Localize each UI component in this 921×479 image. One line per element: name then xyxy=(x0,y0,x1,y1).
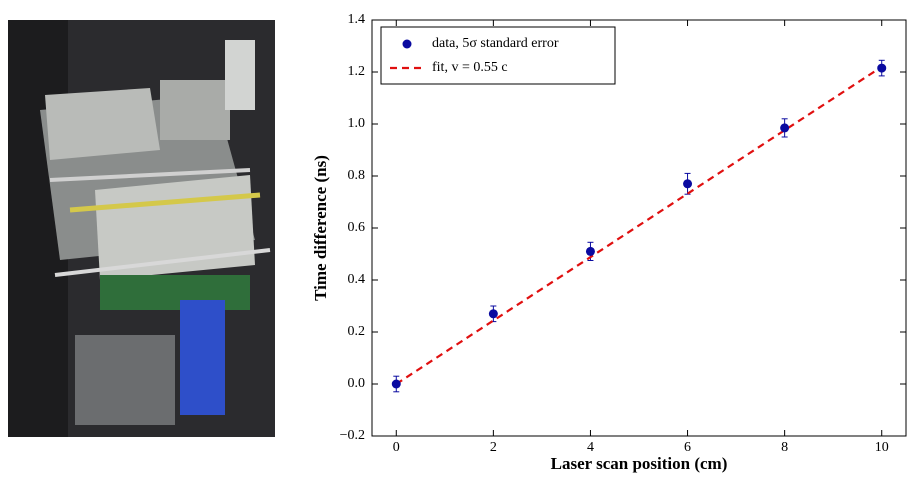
y-tick-label: 1.0 xyxy=(348,116,366,131)
x-tick-label: 4 xyxy=(587,440,594,455)
data-point xyxy=(585,246,595,256)
y-tick-label: 0.6 xyxy=(348,220,366,235)
y-tick-label: 0.0 xyxy=(348,376,366,391)
y-tick-label: 0.2 xyxy=(348,324,366,339)
y-axis-label: Time difference (ns) xyxy=(311,155,330,301)
y-tick-label: 0.4 xyxy=(348,272,366,287)
x-tick-label: 10 xyxy=(875,440,889,455)
legend-label: fit, v = 0.55 c xyxy=(432,60,508,75)
x-tick-label: 6 xyxy=(684,440,691,455)
y-tick-label: 1.4 xyxy=(348,12,366,27)
x-tick-label: 0 xyxy=(393,440,400,455)
legend-label: data, 5σ standard error xyxy=(432,36,559,51)
data-point xyxy=(780,123,790,133)
x-tick-label: 8 xyxy=(781,440,788,455)
legend-swatch xyxy=(402,39,412,49)
data-point xyxy=(683,179,693,189)
x-axis-label: Laser scan position (cm) xyxy=(551,454,728,473)
y-tick-label: 0.8 xyxy=(348,168,366,183)
y-tick-label: 1.2 xyxy=(348,64,366,79)
data-point xyxy=(488,309,498,319)
photo xyxy=(8,20,275,437)
data-point xyxy=(391,379,401,389)
data-point xyxy=(877,63,887,73)
x-tick-label: 2 xyxy=(490,440,497,455)
legend-box xyxy=(380,26,616,85)
y-tick-label: −0.2 xyxy=(340,428,365,443)
fit-line xyxy=(395,65,883,385)
